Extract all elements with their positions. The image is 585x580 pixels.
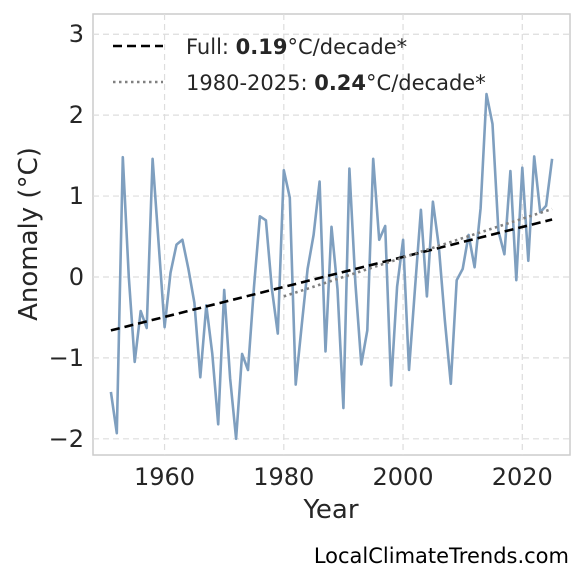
legend-unit: °C/decade* <box>366 71 486 95</box>
x-axis-label: Year <box>302 495 358 525</box>
legend: Full: 0.19°C/decade*1980-2025: 0.24°C/de… <box>113 35 486 95</box>
y-tick-label: 3 <box>69 20 84 48</box>
x-tick-label: 1980 <box>253 463 314 491</box>
y-tick-label: 1 <box>69 182 84 210</box>
full-trend-line <box>110 218 553 332</box>
grid <box>93 14 570 455</box>
legend-name: 1980-2025: <box>186 71 314 95</box>
y-axis-label: Anomaly (°C) <box>14 147 44 321</box>
legend-item-recent: 1980-2025: 0.24°C/decade* <box>113 71 486 95</box>
recent-trend-line <box>283 207 553 298</box>
x-tick-label: 1960 <box>134 463 195 491</box>
legend-rate: 0.19 <box>236 35 288 59</box>
legend-item-full: Full: 0.19°C/decade* <box>113 35 407 59</box>
legend-unit: °C/decade* <box>288 35 408 59</box>
legend-label: Full: 0.19°C/decade* <box>186 35 407 59</box>
legend-label: 1980-2025: 0.24°C/decade* <box>186 71 486 95</box>
series-layer <box>109 92 554 441</box>
legend-name: Full: <box>186 35 236 59</box>
legend-rate: 0.24 <box>314 71 366 95</box>
y-tick-label: −1 <box>49 344 84 372</box>
x-tick-label: 2020 <box>492 463 553 491</box>
y-tick-label: 2 <box>69 101 84 129</box>
watermark: LocalClimateTrends.com <box>313 544 569 568</box>
y-tick-label: 0 <box>69 263 84 291</box>
anomaly-series-line <box>109 92 554 441</box>
tick-labels: 1960 1980 2000 2020 −2 −1 0 1 2 3 <box>49 20 553 491</box>
y-tick-label: −2 <box>49 425 84 453</box>
x-tick-label: 2000 <box>373 463 434 491</box>
